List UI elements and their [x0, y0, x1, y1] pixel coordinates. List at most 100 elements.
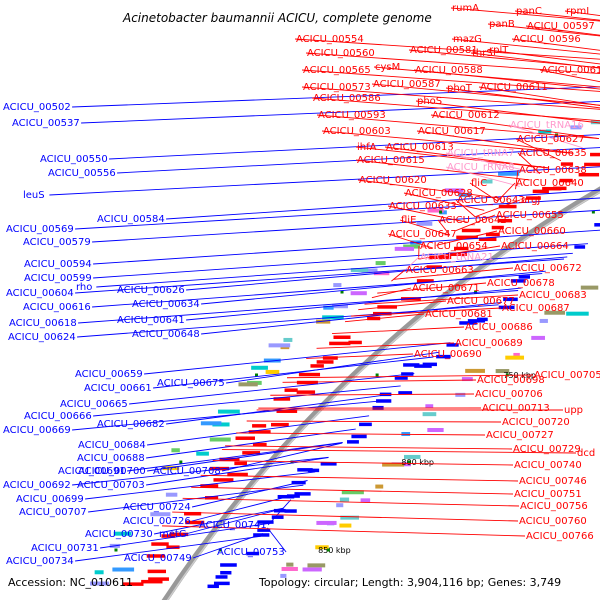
- right-leader-line: [306, 353, 414, 359]
- left-gene-label: ACICU_00708: [153, 466, 221, 477]
- right-gene-label: ACICU_00756: [520, 501, 588, 512]
- forward-gene-mark: [584, 162, 600, 167]
- right-gene-label: ACICU_00614: [541, 65, 600, 76]
- left-gene-label: ACICU_00665: [60, 399, 128, 410]
- left-gene-label: ACICU_00726: [123, 516, 191, 527]
- forward-gene-mark: [270, 422, 289, 427]
- right-leader-line: [371, 83, 600, 106]
- right-gene-label: rpmI: [566, 6, 589, 17]
- right-leader-line: [321, 130, 574, 154]
- forward-gene-mark: [184, 511, 202, 516]
- forward-gene-mark: [298, 372, 321, 377]
- category-block: [94, 570, 104, 575]
- right-gene-label: fliE: [401, 215, 416, 226]
- category-block: [350, 268, 369, 273]
- left-gene-label: ACICU_00569: [6, 224, 74, 235]
- left-leader-line: [267, 527, 287, 553]
- category-block: [281, 566, 298, 571]
- right-gene-label: ACICU_00627: [517, 134, 585, 145]
- category-block: [427, 428, 444, 433]
- left-leader-line: [75, 197, 600, 230]
- category-block: [394, 246, 415, 251]
- left-gene-label: ACICU_00659: [75, 369, 143, 380]
- left-gene-label: ACICU_00641: [117, 315, 185, 326]
- left-leader-line: [93, 243, 589, 279]
- category-block: [403, 454, 421, 459]
- left-gene-label: ACICU_00692: [3, 480, 71, 491]
- reverse-gene-mark: [257, 520, 274, 524]
- right-gene-label: rplT: [489, 45, 509, 56]
- rna-gene-label: ACICU_rRNA8: [447, 162, 515, 173]
- left-gene-label: ACICU_00556: [48, 168, 116, 179]
- right-leader-line: [301, 86, 600, 110]
- category-block: [339, 523, 352, 528]
- forward-gene-mark: [456, 235, 478, 240]
- forward-gene-mark: [447, 252, 467, 256]
- right-gene-label: phoS: [417, 96, 442, 107]
- left-leader-line: [147, 442, 343, 472]
- reverse-gene-mark: [347, 440, 359, 444]
- right-gene-label: argJ: [521, 195, 540, 206]
- right-gene-label: rumA: [452, 3, 479, 14]
- category-block: [341, 490, 364, 495]
- reverse-gene-mark: [498, 305, 515, 310]
- right-leader-line: [416, 130, 574, 154]
- category-block: [336, 503, 344, 508]
- left-leader-line: [201, 301, 502, 335]
- right-gene-label: dcd: [577, 448, 595, 459]
- right-gene-label: ACICU_00615: [357, 155, 425, 166]
- summary-text: Topology: circular; Length: 3,904,116 bp…: [258, 576, 561, 589]
- forward-gene-mark: [560, 162, 574, 166]
- right-gene-label: ACICU_00706: [475, 389, 543, 400]
- right-leader-line: [470, 52, 600, 69]
- reverse-gene-mark: [359, 422, 372, 427]
- reverse-gene-mark: [215, 575, 228, 579]
- forward-gene-mark: [590, 152, 600, 157]
- left-gene-label: ACICU_00753: [217, 547, 285, 558]
- reverse-gene-mark: [422, 362, 437, 367]
- category-block: [265, 369, 280, 374]
- reverse-gene-mark: [257, 528, 271, 532]
- right-leader-line: [478, 86, 600, 107]
- right-leader-line: [358, 300, 447, 311]
- left-leader-line: [100, 522, 272, 549]
- right-gene-label: ACICU_00554: [296, 34, 364, 45]
- right-leader-line: [487, 49, 600, 65]
- left-gene-label: ACICU_00537: [12, 118, 80, 129]
- category-block: [217, 409, 240, 414]
- category-block: [112, 567, 135, 572]
- right-leader-line: [413, 69, 600, 90]
- right-leader-line: [182, 497, 520, 507]
- category-block: [580, 285, 599, 290]
- right-gene-label: ACICU_00612: [432, 110, 500, 121]
- reverse-gene-mark: [518, 275, 531, 279]
- left-leader-line: [49, 166, 600, 196]
- reverse-gene-mark: [297, 468, 313, 472]
- reverse-gene-mark: [284, 509, 297, 513]
- kbp-tick: [255, 373, 259, 377]
- left-leader-line: [129, 373, 415, 405]
- forward-gene-mark: [227, 472, 248, 477]
- left-gene-label: ACICU_00584: [97, 214, 165, 225]
- right-gene-label: ACICU_00560: [307, 48, 375, 59]
- forward-gene-mark: [296, 390, 316, 394]
- category-block: [422, 412, 437, 417]
- category-block: [200, 421, 222, 426]
- right-leader-line: [355, 159, 530, 181]
- accession-text: Accession: NC_010611: [8, 576, 133, 589]
- forward-gene-mark: [316, 360, 334, 364]
- right-gene-label: phoT: [447, 83, 473, 94]
- right-gene-label: ACICU_00587: [373, 79, 441, 90]
- right-gene-label: ACICU_00640: [516, 178, 584, 189]
- reverse-gene-mark: [398, 391, 413, 395]
- category-block: [316, 520, 337, 525]
- category-block: [333, 283, 342, 288]
- right-leader-line: [445, 87, 600, 109]
- category-block: [315, 545, 329, 550]
- forward-gene-mark: [296, 380, 318, 385]
- left-leader-line: [109, 134, 600, 160]
- reverse-gene-mark: [294, 492, 311, 496]
- right-gene-label: thrS: [472, 48, 493, 59]
- reverse-gene-mark: [574, 245, 586, 249]
